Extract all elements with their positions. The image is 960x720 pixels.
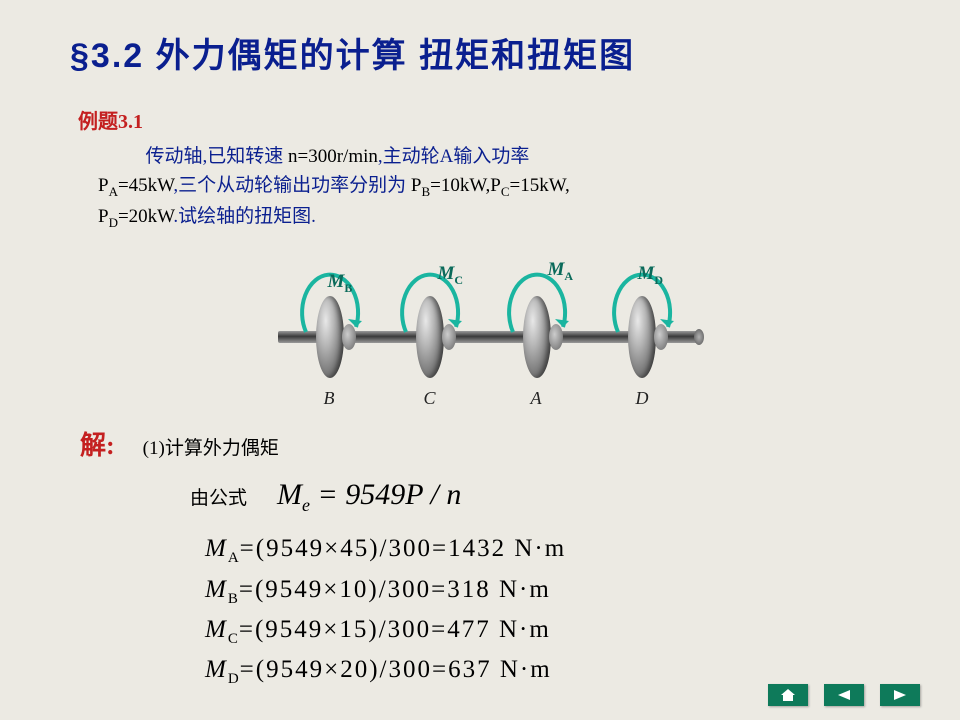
nav-buttons	[768, 684, 920, 706]
section-title: §3.2 外力偶矩的计算 扭矩和扭矩图	[70, 28, 905, 77]
moment-label-D: MD	[638, 263, 664, 288]
moment-label-B: MB	[328, 271, 353, 296]
formula-row: 由公式 Me = 9549P / n	[190, 478, 905, 516]
formula-M: M	[277, 478, 302, 511]
shaft-end	[694, 329, 704, 345]
torque-arrow-A	[503, 277, 573, 347]
pc-val: =15kW,	[510, 175, 570, 196]
calc-line-C: MC=(9549×15)/300=477 N·m	[205, 611, 905, 651]
wheel-label-D: D	[636, 388, 649, 409]
nav-next-button[interactable]	[880, 684, 920, 706]
pa-sub: A	[109, 184, 118, 199]
pb-sym: P	[411, 175, 422, 196]
wheel-label-B: B	[324, 388, 335, 409]
problem-text: 传动轴,已知转速 n=300r/min,主动轮A输入功率 PA=45kW,三个从…	[98, 142, 865, 233]
problem-l2c: ,三个从动轮输出功率分别为	[173, 175, 411, 196]
calc-line-B: MB=(9549×10)/300=318 N·m	[205, 571, 905, 611]
shaft-diagram: MB B MC C MA A MD D	[258, 255, 718, 415]
pc-sub: C	[501, 184, 510, 199]
pa-val: =45kW	[118, 175, 173, 196]
problem-l3c: .试绘轴的扭矩图.	[173, 206, 316, 227]
pd-sub: D	[109, 215, 118, 230]
problem-speed: n=300r/min	[288, 146, 378, 167]
pb-sub: B	[421, 184, 430, 199]
problem-l1a: 传动轴,已知转速	[146, 146, 289, 167]
moment-label-C: MC	[438, 263, 464, 288]
step1-label: (1)计算外力偶矩	[143, 433, 279, 460]
calc-line-A: MA=(9549×45)/300=1432 N·m	[205, 530, 905, 570]
pd-sym: P	[98, 206, 109, 227]
pb-val: =10kW,P	[430, 175, 501, 196]
formula-label: 由公式	[190, 483, 247, 510]
formula-main: Me = 9549P / n	[277, 478, 461, 516]
nav-prev-button[interactable]	[824, 684, 864, 706]
pa-sym: P	[98, 175, 109, 196]
jie-label: 解:	[80, 425, 115, 462]
formula-sub: e	[302, 495, 310, 515]
formula-rest: = 9549P / n	[310, 478, 461, 511]
pd-val: =20kW	[118, 206, 173, 227]
moment-label-A: MA	[548, 259, 574, 284]
nav-home-button[interactable]	[768, 684, 808, 706]
example-label: 例题3.1	[78, 105, 905, 134]
problem-l1c: ,主动轮A输入功率	[378, 146, 529, 167]
wheel-label-C: C	[424, 388, 436, 409]
wheel-label-A: A	[531, 388, 542, 409]
solution-header: 解: (1)计算外力偶矩	[70, 425, 905, 462]
slide-content: §3.2 外力偶矩的计算 扭矩和扭矩图 例题3.1 传动轴,已知转速 n=300…	[0, 0, 960, 711]
calculations: MA=(9549×45)/300=1432 N·mMB=(9549×10)/30…	[205, 530, 905, 691]
